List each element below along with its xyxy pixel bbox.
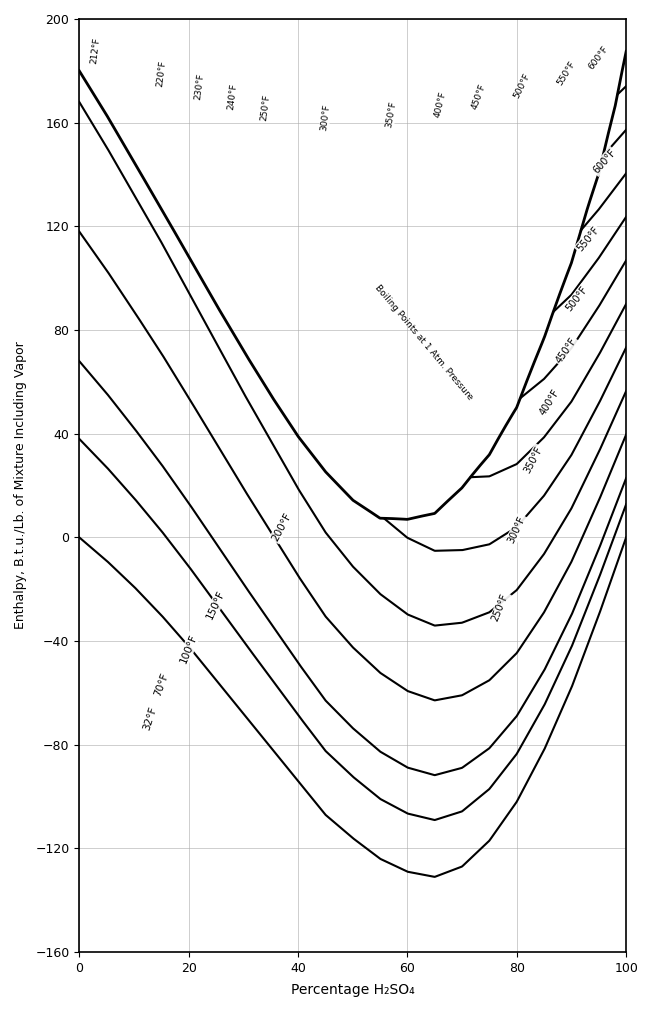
Text: 212°F: 212°F	[89, 36, 102, 64]
Text: 220°F: 220°F	[155, 60, 168, 87]
Text: 150°F: 150°F	[205, 588, 227, 621]
Text: 400°F: 400°F	[432, 90, 448, 118]
Text: 450°F: 450°F	[469, 83, 487, 111]
Text: 600°F: 600°F	[587, 44, 610, 71]
Y-axis label: Enthalpy, B.t.u./Lb. of Mixture Including Vapor: Enthalpy, B.t.u./Lb. of Mixture Includin…	[14, 342, 27, 629]
Text: 500°F: 500°F	[564, 284, 590, 313]
Text: 250°F: 250°F	[490, 592, 511, 623]
Text: 300°F: 300°F	[506, 515, 527, 545]
Text: 550°F: 550°F	[555, 60, 577, 87]
Text: 350°F: 350°F	[384, 101, 398, 128]
Text: 100°F: 100°F	[178, 633, 199, 665]
Text: 250°F: 250°F	[259, 93, 271, 121]
Text: Boiling Points at 1 Atm. Pressure: Boiling Points at 1 Atm. Pressure	[373, 284, 475, 402]
Text: 350°F: 350°F	[522, 445, 544, 474]
Text: 450°F: 450°F	[554, 336, 578, 365]
Text: 200°F: 200°F	[270, 511, 293, 543]
Text: 400°F: 400°F	[538, 387, 561, 418]
Text: 300°F: 300°F	[319, 103, 331, 131]
Text: 70°F: 70°F	[153, 672, 170, 699]
Text: 500°F: 500°F	[512, 72, 532, 100]
Text: 230°F: 230°F	[194, 73, 205, 100]
Text: 32°F: 32°F	[141, 706, 159, 732]
Text: 240°F: 240°F	[226, 83, 239, 110]
Text: 600°F: 600°F	[591, 148, 617, 176]
X-axis label: Percentage H₂SO₄: Percentage H₂SO₄	[291, 983, 415, 997]
Text: 550°F: 550°F	[574, 224, 601, 254]
